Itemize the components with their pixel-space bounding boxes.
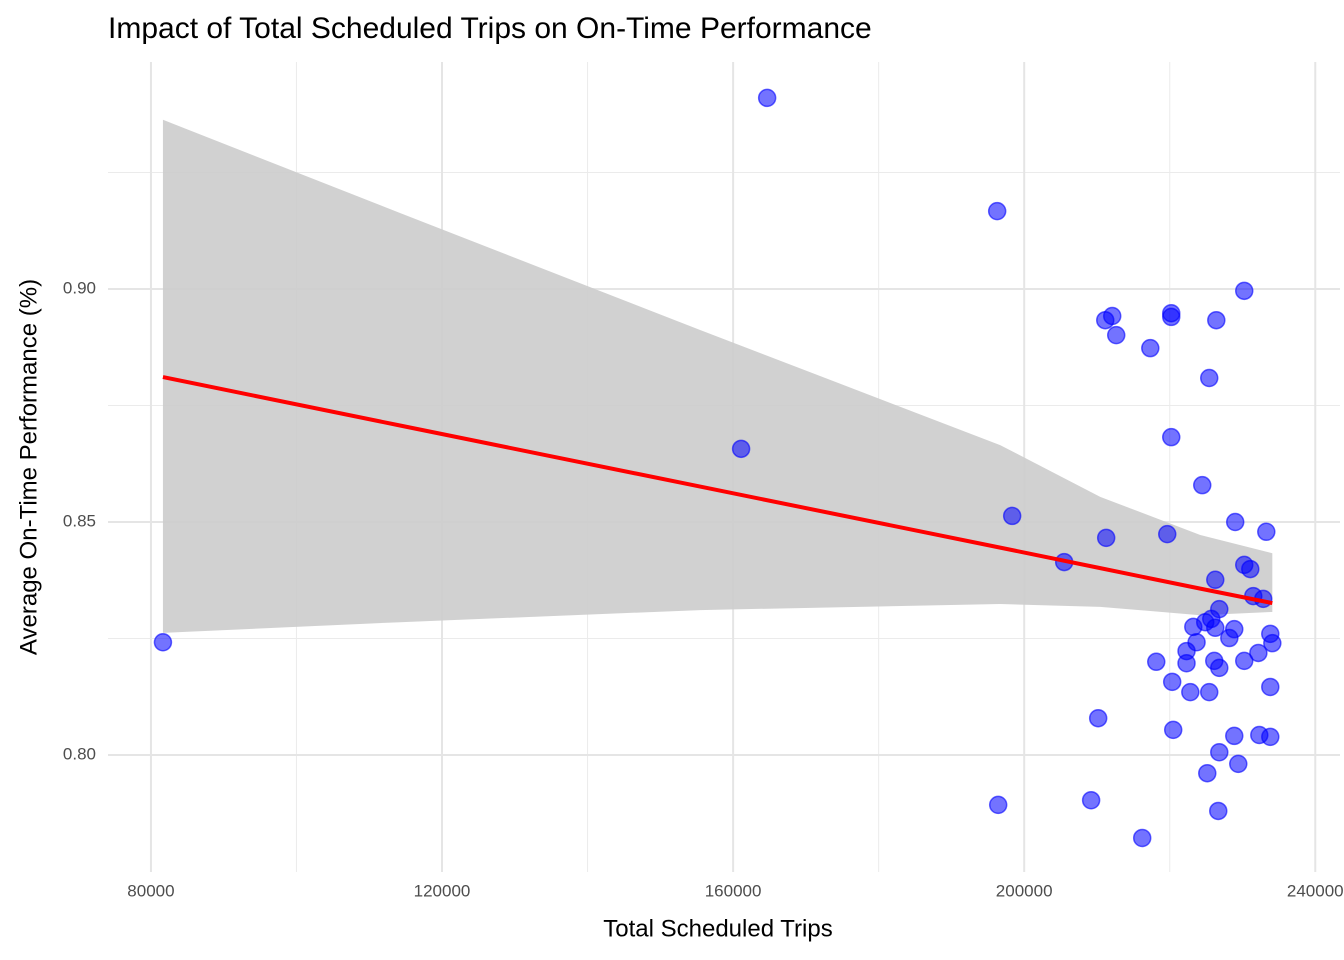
point	[1162, 672, 1182, 692]
point	[1249, 643, 1268, 663]
point	[1106, 325, 1126, 345]
fit-line	[162, 375, 1273, 606]
point	[1206, 570, 1225, 590]
point	[1088, 708, 1108, 728]
y-tick-label: 0.90	[63, 278, 96, 297]
y-axis-label: Average On-Time Performance (%)	[15, 279, 42, 655]
x-tick-label: 240000	[1287, 881, 1344, 900]
point	[1096, 528, 1116, 548]
point	[1161, 303, 1181, 323]
point	[1225, 512, 1245, 532]
point	[1210, 658, 1229, 678]
x-tick-label: 80000	[127, 881, 174, 900]
point	[1081, 790, 1101, 810]
point	[1229, 754, 1248, 774]
x-tick-label: 200000	[996, 881, 1053, 900]
point	[1132, 828, 1152, 848]
point	[1199, 682, 1219, 702]
point	[1206, 618, 1225, 638]
point	[1225, 726, 1244, 746]
point	[1161, 427, 1181, 447]
point	[153, 632, 173, 652]
point	[1102, 306, 1122, 326]
point	[1163, 720, 1183, 740]
point	[987, 201, 1007, 221]
point	[1234, 281, 1254, 301]
point	[757, 88, 777, 108]
confidence-band	[162, 119, 1273, 633]
x-axis-label: Total Scheduled Trips	[603, 915, 832, 942]
point	[1181, 682, 1200, 702]
point	[1198, 763, 1217, 783]
point	[1263, 633, 1282, 653]
y-tick-label: 0.85	[63, 511, 96, 530]
y-tick-label: 0.80	[63, 745, 96, 764]
point	[1192, 475, 1212, 495]
chart-title: Impact of Total Scheduled Trips on On-Ti…	[108, 12, 872, 45]
point	[1141, 338, 1160, 358]
point	[1207, 310, 1226, 330]
point	[1220, 628, 1239, 648]
point	[1261, 727, 1280, 747]
point	[1002, 506, 1022, 526]
point	[1257, 522, 1276, 542]
point	[1177, 653, 1196, 673]
point	[1261, 677, 1280, 697]
point	[1234, 651, 1254, 671]
point	[988, 795, 1008, 815]
x-tick-label: 160000	[705, 881, 762, 900]
point	[1210, 742, 1229, 762]
point	[731, 439, 751, 459]
point	[1147, 652, 1166, 672]
x-tick-label: 120000	[414, 881, 471, 900]
point	[1241, 559, 1260, 579]
point	[1209, 801, 1228, 821]
point	[1199, 368, 1219, 388]
point	[1157, 524, 1177, 544]
